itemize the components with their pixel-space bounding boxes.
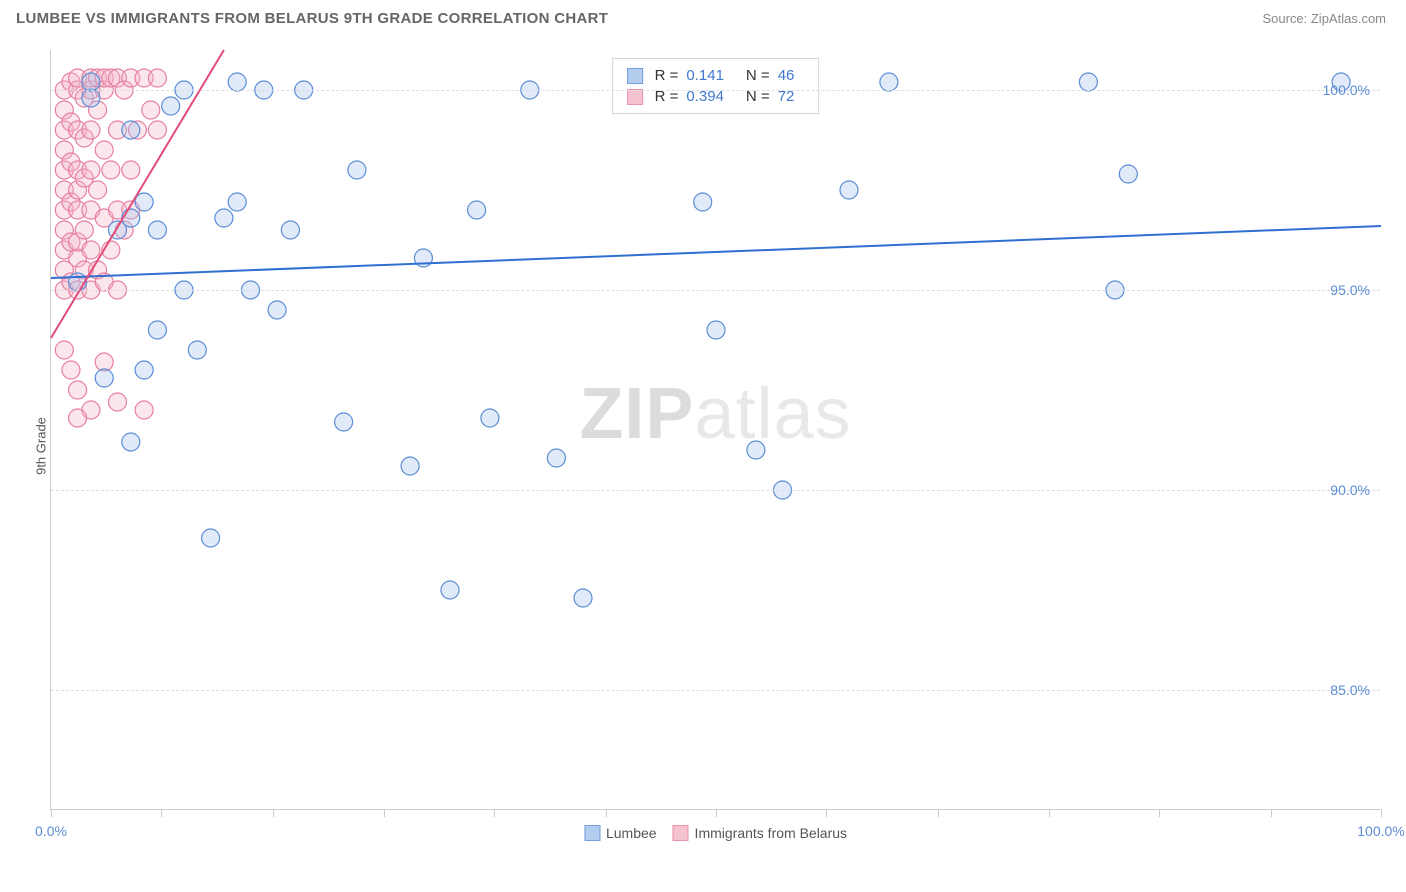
- lumbee-n-value: 46: [778, 67, 795, 84]
- gridline: [51, 90, 1380, 91]
- r-label: R =: [655, 67, 679, 84]
- lumbee-swatch-icon: [584, 825, 600, 841]
- y-tick-label: 95.0%: [1330, 282, 1370, 298]
- lumbee-label: Lumbee: [606, 825, 657, 841]
- x-tick: [384, 809, 385, 817]
- x-tick: [161, 809, 162, 817]
- x-tick-label: 0.0%: [35, 823, 67, 839]
- chart-plot-area: ZIPatlas R = 0.141 N = 46 R = 0.394 N = …: [50, 50, 1380, 810]
- x-tick: [1159, 809, 1160, 817]
- x-tick: [273, 809, 274, 817]
- legend-item-lumbee: Lumbee: [584, 825, 657, 841]
- gridline: [51, 690, 1380, 691]
- lumbee-r-value: 0.141: [686, 67, 724, 84]
- y-tick-label: 100.0%: [1323, 82, 1370, 98]
- source-attribution: Source: ZipAtlas.com: [1262, 11, 1386, 26]
- x-tick: [938, 809, 939, 817]
- y-tick-label: 90.0%: [1330, 482, 1370, 498]
- correlation-legend: R = 0.141 N = 46 R = 0.394 N = 72: [612, 58, 820, 114]
- gridline: [51, 490, 1380, 491]
- gridline: [51, 290, 1380, 291]
- y-tick-label: 85.0%: [1330, 682, 1370, 698]
- legend-item-belarus: Immigrants from Belarus: [673, 825, 847, 841]
- x-tick: [51, 809, 52, 817]
- scatter-svg: [51, 50, 1380, 809]
- x-tick: [1381, 809, 1382, 817]
- x-tick: [826, 809, 827, 817]
- x-tick-label: 100.0%: [1357, 823, 1404, 839]
- belarus-label: Immigrants from Belarus: [695, 825, 847, 841]
- y-axis-label: 9th Grade: [33, 417, 48, 475]
- x-tick: [494, 809, 495, 817]
- x-tick: [716, 809, 717, 817]
- x-tick: [1271, 809, 1272, 817]
- belarus-swatch-icon: [673, 825, 689, 841]
- chart-title: LUMBEE VS IMMIGRANTS FROM BELARUS 9TH GR…: [16, 10, 608, 27]
- x-tick: [606, 809, 607, 817]
- legend-row-lumbee: R = 0.141 N = 46: [627, 65, 805, 86]
- n-label: N =: [746, 67, 770, 84]
- lumbee-swatch: [627, 68, 643, 84]
- x-tick: [1049, 809, 1050, 817]
- series-legend: Lumbee Immigrants from Belarus: [584, 825, 847, 841]
